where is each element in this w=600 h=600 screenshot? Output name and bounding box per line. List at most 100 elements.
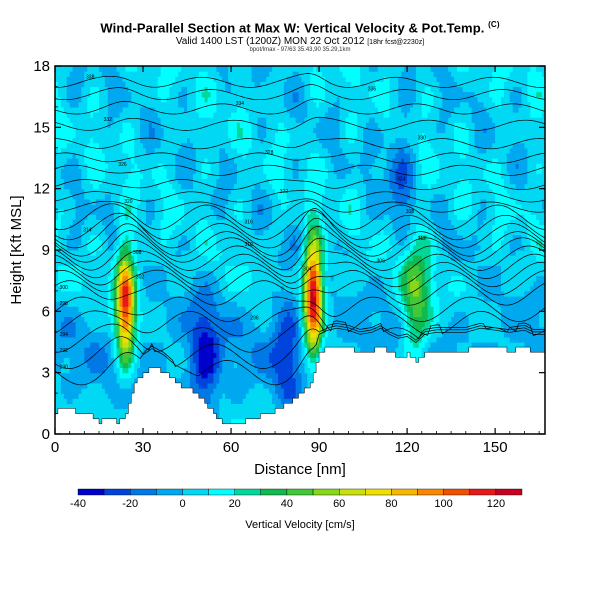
velocity-cell (75, 71, 80, 77)
chart-title: Wind-Parallel Section at Max W: Vertical… (0, 20, 600, 35)
velocity-cell (107, 331, 112, 338)
velocity-cell (66, 112, 71, 118)
velocity-cell (125, 255, 129, 261)
velocity-cell (90, 152, 94, 159)
velocity-cell (93, 321, 97, 328)
velocity-cell (84, 352, 88, 358)
velocity-cell (96, 163, 100, 169)
velocity-cell (131, 352, 135, 358)
velocity-cell (128, 321, 132, 328)
velocity-cell (93, 127, 97, 134)
velocity-cell (110, 168, 115, 174)
velocity-cell (75, 357, 80, 364)
velocity-cell (134, 152, 138, 159)
velocity-cell (104, 290, 109, 297)
velocity-cell (122, 122, 127, 128)
velocity-cell (131, 168, 135, 174)
velocity-cell (72, 112, 77, 118)
velocity-cell (104, 152, 109, 159)
velocity-cell (90, 122, 94, 128)
velocity-cell (90, 280, 94, 287)
velocity-cell (78, 147, 82, 154)
velocity-cell (84, 408, 88, 415)
velocity-cell (122, 388, 127, 394)
velocity-cell (116, 377, 121, 384)
velocity-cell (78, 331, 82, 338)
velocity-cell (122, 163, 127, 169)
velocity-cell (93, 158, 97, 164)
velocity-cell (72, 193, 77, 200)
velocity-cell (81, 86, 85, 93)
velocity-cell (63, 209, 68, 215)
velocity-cell (96, 214, 100, 220)
velocity-cell (81, 224, 85, 231)
velocity-cell (125, 132, 129, 139)
velocity-cell (101, 234, 106, 241)
velocity-cell (60, 106, 65, 113)
velocity-cell (87, 362, 91, 369)
velocity-cell (72, 163, 77, 169)
velocity-cell (87, 91, 91, 98)
velocity-cell (57, 71, 62, 77)
velocity-cell (99, 214, 103, 220)
velocity-cell (113, 393, 118, 399)
velocity-cell (116, 413, 121, 420)
velocity-cell (107, 316, 112, 323)
velocity-cell (69, 224, 74, 231)
velocity-cell (134, 101, 138, 108)
velocity-cell (78, 66, 82, 72)
velocity-cell (55, 255, 59, 261)
velocity-cell (78, 81, 82, 88)
velocity-cell (66, 388, 71, 394)
velocity-cell (134, 265, 138, 272)
velocity-cell (99, 152, 103, 159)
velocity-cell (101, 265, 106, 272)
velocity-cell (110, 183, 115, 190)
velocity-cell (72, 168, 77, 174)
velocity-cell (69, 214, 74, 220)
velocity-cell (60, 152, 65, 159)
velocity-cell (84, 147, 88, 154)
velocity-cell (99, 326, 103, 333)
velocity-cell (87, 265, 91, 272)
velocity-cell (78, 377, 82, 384)
velocity-cell (119, 183, 124, 190)
velocity-cell (104, 204, 109, 210)
velocity-cell (122, 326, 127, 333)
velocity-cell (99, 168, 103, 174)
velocity-cell (60, 234, 65, 241)
velocity-cell (119, 86, 124, 93)
velocity-cell (125, 250, 129, 256)
velocity-cell (72, 290, 77, 297)
velocity-cell (75, 81, 80, 88)
velocity-cell (57, 147, 62, 154)
velocity-cell (134, 275, 138, 282)
velocity-cell (81, 342, 85, 348)
velocity-cell (116, 188, 121, 195)
velocity-cell (96, 158, 100, 164)
velocity-cell (57, 204, 62, 210)
velocity-cell (122, 398, 127, 404)
velocity-cell (57, 183, 62, 190)
velocity-cell (87, 193, 91, 200)
velocity-cell (96, 336, 100, 343)
velocity-cell (125, 316, 129, 323)
velocity-cell (101, 193, 106, 200)
velocity-cell (107, 280, 112, 287)
velocity-cell (63, 122, 68, 128)
velocity-cell (55, 86, 59, 93)
velocity-cell (104, 81, 109, 88)
velocity-cell (104, 408, 109, 415)
velocity-cell (125, 214, 129, 220)
velocity-cell (90, 193, 94, 200)
velocity-cell (69, 316, 74, 323)
velocity-cell (137, 372, 141, 379)
velocity-cell (75, 112, 80, 118)
velocity-cell (128, 96, 132, 103)
velocity-cell (116, 357, 121, 364)
velocity-cell (60, 306, 65, 312)
velocity-cell (90, 214, 94, 220)
velocity-cell (93, 168, 97, 174)
velocity-cell (119, 173, 124, 180)
velocity-cell (55, 398, 59, 404)
